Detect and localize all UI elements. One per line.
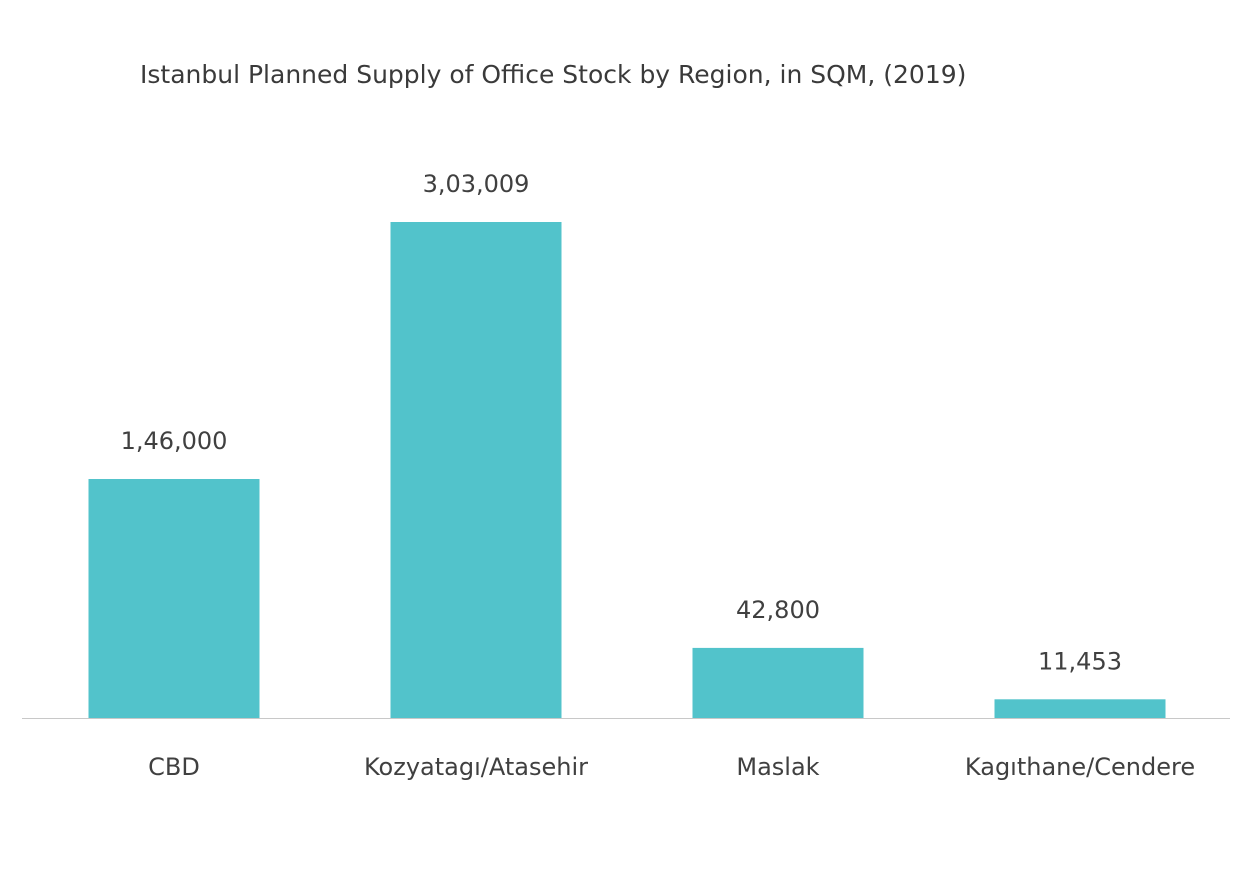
bars-group bbox=[88, 222, 1166, 718]
category-label-2: Maslak bbox=[736, 753, 819, 781]
value-labels-group: 1,46,000 3,03,009 42,800 11,453 bbox=[121, 170, 1122, 675]
chart-title: Istanbul Planned Supply of Office Stock … bbox=[140, 60, 966, 89]
bar-0 bbox=[88, 479, 260, 718]
value-label-1: 3,03,009 bbox=[423, 170, 530, 198]
category-label-3: Kagıthane/Cendere bbox=[965, 753, 1195, 781]
value-label-0: 1,46,000 bbox=[121, 427, 228, 455]
bar-1 bbox=[390, 222, 562, 718]
category-label-1: Kozyatagı/Atasehir bbox=[364, 753, 588, 781]
bar-2 bbox=[692, 647, 864, 718]
bar-3 bbox=[994, 699, 1166, 718]
category-label-0: CBD bbox=[148, 753, 200, 781]
value-label-3: 11,453 bbox=[1038, 647, 1122, 675]
value-label-2: 42,800 bbox=[736, 596, 820, 624]
category-labels-group: CBD Kozyatagı/Atasehir Maslak Kagıthane/Cen… bbox=[148, 753, 1195, 781]
